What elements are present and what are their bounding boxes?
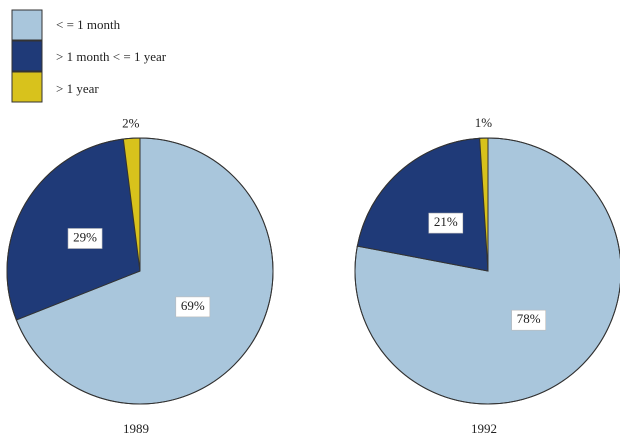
legend-label: > 1 month < = 1 year — [56, 49, 167, 64]
pie-title: 1992 — [471, 421, 497, 436]
data-label: 2% — [122, 115, 140, 130]
label-box — [511, 309, 546, 331]
data-label: 69% — [181, 298, 205, 313]
label-box — [428, 212, 464, 234]
data-label: 1% — [475, 115, 493, 130]
label-box — [67, 228, 103, 249]
legend-label: > 1 year — [56, 81, 99, 96]
legend-swatch — [11, 40, 43, 72]
pie-outline — [354, 137, 620, 405]
legend-label: < = 1 month — [56, 17, 121, 32]
data-label: 78% — [517, 311, 541, 326]
legend-swatch — [11, 71, 43, 103]
pie-outline — [6, 137, 274, 405]
legend-swatch — [11, 9, 43, 41]
pie-title: 1989 — [123, 421, 149, 436]
data-label: 29% — [73, 229, 97, 244]
data-label: 21% — [434, 214, 458, 229]
label-box — [175, 296, 211, 318]
